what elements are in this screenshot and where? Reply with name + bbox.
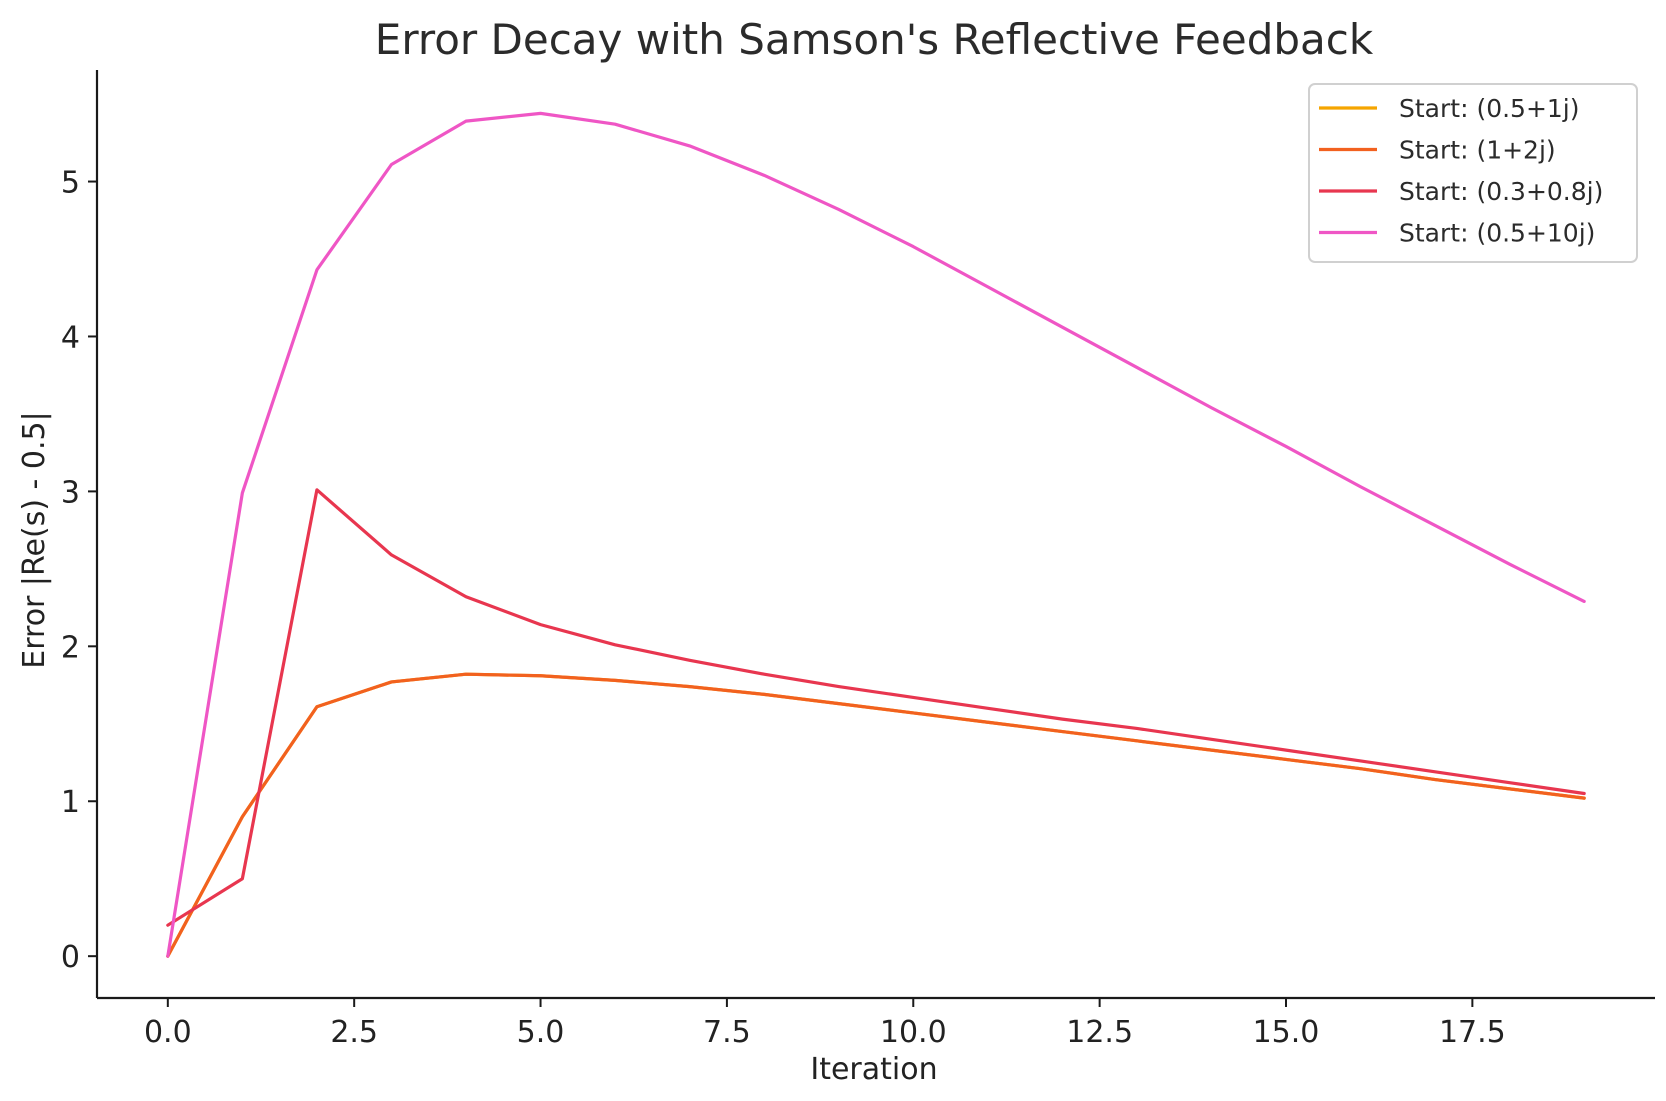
x-tick-label: 10.0: [880, 1015, 947, 1050]
y-tick-label: 3: [61, 475, 80, 510]
series-line-4: [166, 111, 1586, 958]
legend: Start: (0.5+1j) Start: (1+2j) Start: (0.3+…: [1308, 83, 1638, 263]
y-axis-title: Error |Re(s) - 0.5|: [17, 411, 52, 668]
series-line-3: [166, 488, 1586, 927]
y-tick-label: 4: [61, 320, 80, 355]
y-tick-label: 1: [61, 785, 80, 820]
axes: 0.0 2.5 5.0 7.5 10.0 12.5 15.0 17.5 0 1 2 3 4 5: [61, 70, 1655, 1050]
series-line-1: [166, 672, 1586, 958]
y-tick-label: 2: [61, 630, 80, 665]
legend-label: Start: (1+2j): [1399, 136, 1556, 165]
chart-title: Error Decay with Samson's Reflective Fee…: [375, 15, 1374, 64]
legend-label: Start: (0.5+1j): [1399, 94, 1580, 123]
x-tick-label: 7.5: [703, 1015, 751, 1050]
legend-label: Start: (0.3+0.8j): [1399, 177, 1603, 206]
x-axis-title: Iteration: [810, 1052, 937, 1087]
legend-label: Start: (0.5+10j): [1399, 219, 1595, 248]
x-tick-label: 15.0: [1253, 1015, 1320, 1050]
x-tick-label: 2.5: [330, 1015, 378, 1050]
x-tick-label: 17.5: [1439, 1015, 1506, 1050]
x-tick-label: 12.5: [1066, 1015, 1133, 1050]
y-tick-label: 5: [61, 166, 80, 201]
plot-area: [166, 111, 1586, 958]
series-line-2: [166, 672, 1586, 958]
x-tick-label: 5.0: [517, 1015, 565, 1050]
y-tick-label: 0: [61, 940, 80, 975]
x-tick-label: 0.0: [144, 1015, 192, 1050]
legend-box: [1308, 83, 1638, 263]
